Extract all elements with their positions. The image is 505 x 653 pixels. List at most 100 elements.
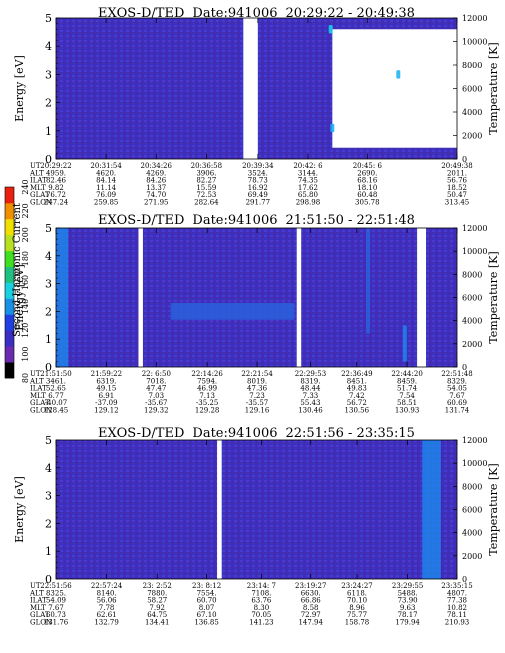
info-cell: 47.36	[247, 385, 268, 393]
info-row-label: ALT	[29, 169, 44, 177]
info-cell: 8459.	[397, 377, 417, 385]
y-tick-label: 2	[45, 305, 52, 318]
info-table: UT 22:51:56 22:57:24 23: 2:52 23: 8:12 23:14:…	[29, 582, 473, 627]
info-cell: 3144.	[298, 169, 318, 177]
info-cell: 15.59	[196, 184, 216, 192]
info-table: UT 20:29:22 20:31:54 20:34:26 20:36:58 20:39:…	[29, 162, 473, 207]
colorbar-tick-label: 160	[21, 275, 30, 290]
info-cell: 4269.	[146, 169, 166, 177]
y-tick-label: 0	[45, 153, 52, 166]
info-row-label: ILAT	[30, 597, 47, 605]
info-cell: 259.85	[94, 199, 119, 207]
info-row-label: ALT	[29, 589, 44, 597]
info-row-label: GLON	[30, 407, 52, 415]
info-cell: 23:35:15	[441, 582, 472, 590]
colorbar-swatch	[5, 314, 14, 331]
info-cell: 22:51:56	[40, 582, 72, 590]
panel-title-time-range: 21:51:50 - 22:51:48	[286, 213, 415, 228]
colorbar-tick-label: 100	[21, 346, 30, 361]
colorbar-tick-label: 240	[21, 179, 30, 194]
colorbar-swatch	[5, 187, 14, 204]
info-cell: 282.64	[194, 199, 219, 207]
info-cell: 68.16	[357, 177, 378, 185]
panel-title-date: Date:941006	[192, 6, 277, 21]
info-cell: 134.41	[145, 619, 170, 627]
info-cell: 21:59:22	[91, 370, 122, 378]
y2-axis-label: Temperature [K]	[487, 251, 500, 343]
info-row-label: GLAT	[30, 399, 50, 407]
panel-title: EXOS-D/TED Date:941006 20:29:22 - 20:49:38	[98, 6, 415, 21]
info-cell: 7.03	[149, 392, 165, 400]
colorbar-swatch	[5, 330, 14, 347]
info-cell: 22:14:26	[191, 370, 223, 378]
info-cell: 48.44	[300, 385, 321, 393]
info-cell: 49.15	[96, 385, 116, 393]
info-cell: 8451.	[347, 377, 367, 385]
info-cell: 70.05	[251, 611, 271, 619]
info-cell: 64.75	[147, 611, 167, 619]
info-cell: 179.94	[395, 619, 420, 627]
info-row-label: ILAT	[30, 177, 47, 185]
colorbar-swatch	[5, 234, 14, 252]
info-cell: 210.93	[445, 619, 470, 627]
info-cell: 313.45	[445, 199, 470, 207]
panel-title-instrument: EXOS-D/TED	[98, 6, 184, 21]
panel-1: EXOS-D/TED Date:941006 20:29:22 - 20:49:38…	[13, 6, 500, 207]
heatmap-data-gap	[217, 440, 222, 579]
info-cell: 7.92	[149, 604, 165, 612]
y2-tick-label: 6000	[462, 294, 482, 303]
panel-2: EXOS-D/TED Date:941006 21:51:50 - 22:51:48…	[13, 213, 500, 415]
info-cell: 3906.	[196, 169, 216, 177]
info-cell: 4807.	[447, 589, 467, 597]
info-cell: 72.53	[196, 191, 216, 199]
info-cell: 18.10	[357, 184, 377, 192]
info-cell: 65.80	[298, 191, 318, 199]
panel-title-time-range: 22:51:56 - 23:35:15	[286, 426, 415, 441]
y2-tick-label: 0	[462, 575, 467, 584]
y2-tick-label: 2000	[462, 132, 482, 141]
info-cell: 10.82	[447, 604, 467, 612]
info-cell: 129.32	[144, 407, 169, 415]
info-row-label: GLON	[30, 619, 52, 627]
info-cell: 7.33	[303, 392, 319, 400]
info-cell: 6319.	[96, 377, 116, 385]
info-cell: -35.67	[145, 399, 167, 407]
panel-title-time-range: 20:29:22 - 20:49:38	[286, 6, 415, 21]
y-tick-label: 4	[45, 40, 52, 53]
y-tick-label: 2	[45, 97, 52, 110]
info-cell: -35.25	[196, 399, 218, 407]
info-row-label: UT	[30, 582, 41, 590]
colorbar-tick-label: 80	[21, 373, 30, 383]
info-cell: 51.74	[397, 385, 418, 393]
info-row-label: ILAT	[30, 385, 47, 393]
info-cell: 8.58	[303, 604, 319, 612]
info-cell: 4959.	[46, 169, 66, 177]
info-cell: 7554.	[197, 589, 217, 597]
info-cell: 76.72	[46, 191, 66, 199]
heatmap-data-gap	[243, 18, 258, 159]
info-cell: 72.97	[301, 611, 321, 619]
info-cell: 60.73	[46, 611, 66, 619]
heatmap-enhancement	[56, 228, 69, 367]
colorbar-label: Second Harmonic Current	[12, 203, 23, 337]
heatmap-enhancement	[396, 70, 401, 79]
info-cell: 9.82	[48, 184, 64, 192]
y2-tick-label: 8000	[462, 482, 482, 491]
info-cell: 7.67	[449, 392, 465, 400]
info-cell: 23:29:55	[392, 582, 423, 590]
y2-tick-label: 2000	[462, 552, 482, 561]
panel-title-date: Date:941006	[192, 426, 277, 441]
info-cell: 158.78	[345, 619, 370, 627]
y-tick-label: 1	[45, 333, 52, 346]
info-cell: 17.62	[298, 184, 318, 192]
heatmap-enhancement	[402, 325, 407, 362]
info-cell: 131.76	[44, 619, 69, 627]
info-cell: 8140.	[97, 589, 117, 597]
info-cell: 11.14	[96, 184, 117, 192]
colorbar-tick-label: 200	[21, 227, 30, 242]
info-cell: 23: 2:52	[143, 582, 172, 590]
info-cell: -35.57	[246, 399, 268, 407]
info-cell: 5488.	[398, 589, 418, 597]
colorbar-swatch	[5, 362, 14, 379]
info-cell: 67.10	[197, 611, 217, 619]
